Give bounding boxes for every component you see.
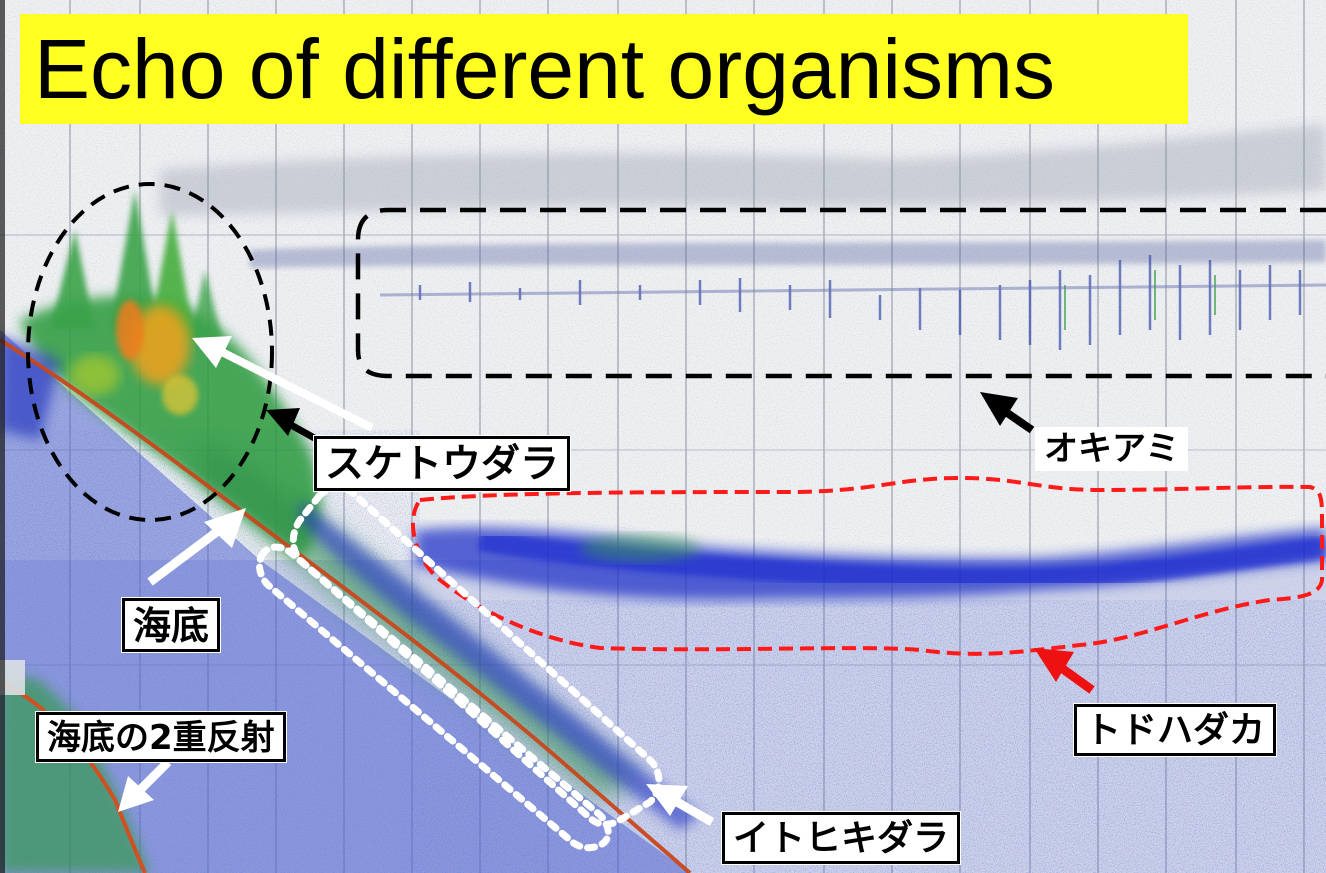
pollock-outline [26,182,274,522]
seafloor-line [0,338,692,873]
label-northern-lampfish: トドハダカ [1074,704,1277,756]
arrow-pollock-black [266,408,320,444]
krill-outline [355,207,1326,379]
label-krill: オキアミ [1036,428,1188,470]
arrow-hakeling [646,784,715,826]
label-threadfin-hakeling: イトヒキダラ [722,812,961,864]
slide-title: Echo of different organisms [34,22,1056,116]
title-banner: Echo of different organisms [20,14,1188,124]
arrow-pollock [192,336,374,432]
label-walleye-pollock: スケトウダラ [314,436,571,491]
hakeling-outline-lower [256,543,612,852]
lanternfish-outline [410,475,1324,656]
double-reflection-line [0,680,147,873]
arrow-double-reflection [118,758,172,812]
arrow-lanternfish [1034,648,1095,694]
label-seafloor-double-reflection: 海底の2重反射 [36,712,286,762]
arrow-krill [980,392,1035,434]
label-seafloor: 海底 [122,598,221,652]
arrow-seafloor [147,508,246,586]
